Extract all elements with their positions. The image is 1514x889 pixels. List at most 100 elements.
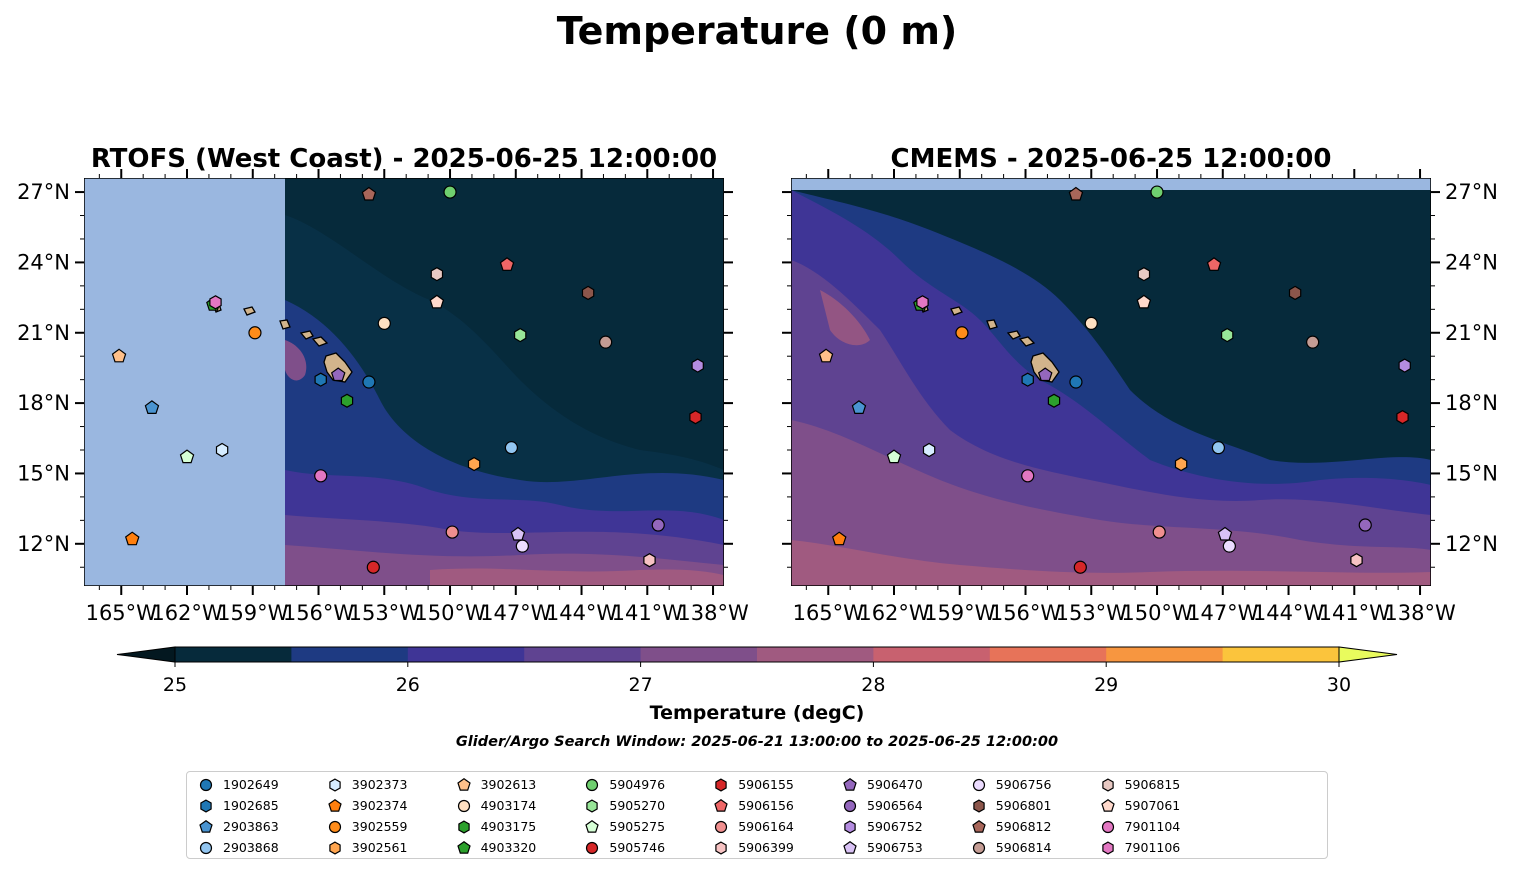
- lon-tick-label: 156°W: [283, 601, 355, 625]
- colorbar-band: [175, 647, 292, 662]
- colorbar-band: [989, 647, 1107, 662]
- colorbar-bands: 25 26 27 28 29 30: [116, 646, 1398, 696]
- colorbar-band: [873, 647, 991, 662]
- float-marker-5906470: [1037, 367, 1053, 382]
- legend-label: 3902374: [351, 798, 408, 813]
- float-marker-5906815: [1137, 267, 1151, 282]
- float-marker-3902561: [1174, 456, 1188, 472]
- legend-marker-icon: [972, 778, 985, 791]
- float-marker-5904976: [443, 185, 457, 199]
- cmems-temperature-field: [791, 178, 1431, 586]
- float-marker-3902373: [215, 442, 229, 458]
- colorbar-tick-label: 26: [396, 674, 420, 696]
- float-marker-2903868: [1211, 441, 1225, 455]
- legend-marker-5905270: [586, 798, 599, 813]
- legend-label: 1902685: [223, 798, 279, 813]
- legend-entry: 1902685: [197, 797, 279, 814]
- float-marker-5906470: [330, 367, 346, 382]
- legend-label: 5906756: [995, 777, 1052, 792]
- legend-entry: 7901106: [1099, 839, 1180, 856]
- float-marker-4903174: [377, 316, 391, 330]
- legend-marker-icon: [585, 819, 600, 833]
- float-marker-2903868: [504, 441, 518, 455]
- float-marker-3902561: [467, 456, 481, 472]
- float-marker-5904976: [1150, 185, 1164, 199]
- legend-label: 7901104: [1124, 819, 1181, 834]
- legend-marker-3902613: [456, 777, 471, 791]
- legend-entry: 2903863: [197, 818, 279, 835]
- legend-marker-3902561: [329, 840, 341, 855]
- lat-tick-label: 12°N: [17, 532, 70, 556]
- float-marker-5905270: [1220, 327, 1234, 343]
- float-marker-2903863: [851, 400, 867, 414]
- legend-marker-icon: [328, 820, 341, 833]
- legend-marker-5906399: [715, 840, 727, 855]
- legend-marker-icon: [586, 798, 599, 813]
- float-marker-5905746: [366, 560, 380, 574]
- float-marker-5905275: [179, 449, 195, 464]
- legend-entry: 5905275: [583, 818, 665, 835]
- legend-entry: 5906155: [712, 776, 794, 793]
- legend-label: 5906752: [867, 819, 923, 834]
- legend-entry: 5906814: [970, 839, 1052, 856]
- float-marker-5906752: [691, 358, 704, 373]
- lon-tick-label: 165°W: [793, 601, 865, 625]
- legend-marker-icon: [199, 841, 213, 854]
- legend-marker-4903175: [457, 819, 470, 834]
- float-marker-5906812: [1068, 186, 1084, 201]
- float-marker-4903174: [1084, 316, 1098, 330]
- lon-tick-label: 147°W: [480, 601, 552, 625]
- legend-label: 5906815: [1124, 777, 1181, 792]
- float-marker-5906155: [689, 410, 702, 425]
- float-marker-5906814: [599, 335, 613, 349]
- panel-cmems-title: CMEMS - 2025-06-25 12:00:00: [891, 144, 1332, 174]
- legend-marker-icon: [586, 841, 599, 854]
- lon-tick-label: 144°W: [546, 601, 618, 625]
- float-marker-5906164: [1152, 525, 1166, 539]
- legend-entry: 7901104: [1099, 818, 1181, 835]
- lon-tick-label: 150°W: [414, 601, 486, 625]
- rtofs-markers: [111, 185, 704, 574]
- legend-marker-icon: [329, 777, 341, 792]
- float-marker-5906155: [1396, 410, 1409, 425]
- legend-label: 3902559: [351, 819, 408, 834]
- legend-marker-icon: [457, 799, 470, 812]
- legend-marker-5907061: [1100, 798, 1115, 812]
- legend-label: 2903863: [223, 819, 279, 834]
- legend-marker-icon: [456, 840, 471, 854]
- legend: 1902649 1902685 2903863 2903868 3902373 39023…: [186, 771, 1328, 859]
- legend-label: 4903320: [480, 840, 537, 855]
- colorbar-band: [1222, 647, 1340, 662]
- panel-cmems: CMEMS - 2025-06-25 12:00:00: [791, 144, 1431, 586]
- colorbar-over-arrow: [1338, 646, 1398, 663]
- lon-tick-label: 147°W: [1187, 601, 1259, 625]
- legend-marker-5906812: [972, 819, 986, 833]
- legend-marker-icon: [843, 799, 857, 812]
- float-marker-5906564: [1358, 518, 1372, 532]
- legend-label: 5906814: [995, 840, 1052, 855]
- float-marker-1902685: [314, 372, 327, 387]
- float-marker-5906752: [1398, 358, 1411, 373]
- legend-label: 4903174: [480, 798, 537, 813]
- float-marker-5906156: [499, 257, 515, 271]
- legend-marker-3902373: [329, 777, 341, 792]
- legend-marker-icon: [457, 819, 470, 834]
- legend-marker-icon: [1101, 820, 1114, 833]
- legend-marker-icon: [1101, 777, 1114, 792]
- legend-marker-icon: [715, 840, 727, 855]
- legend-label: 5906801: [995, 798, 1052, 813]
- legend-marker-5906756: [972, 778, 985, 791]
- legend-entry: 5904976: [583, 776, 665, 793]
- legend-label: 5905270: [609, 798, 666, 813]
- legend-label: 5906470: [867, 777, 923, 792]
- float-marker-1902685: [1021, 372, 1034, 387]
- float-marker-5907061: [429, 294, 445, 309]
- lon-tick-label: 150°W: [1121, 601, 1193, 625]
- float-marker-5906399: [1350, 553, 1363, 568]
- legend-marker-4903320: [456, 840, 471, 854]
- legend-marker-5906752: [844, 819, 856, 834]
- legend-marker-5905746: [586, 841, 599, 854]
- legend-entry: 5906753: [841, 839, 923, 856]
- legend-marker-icon: [844, 819, 856, 834]
- legend-label: 3902561: [351, 840, 408, 855]
